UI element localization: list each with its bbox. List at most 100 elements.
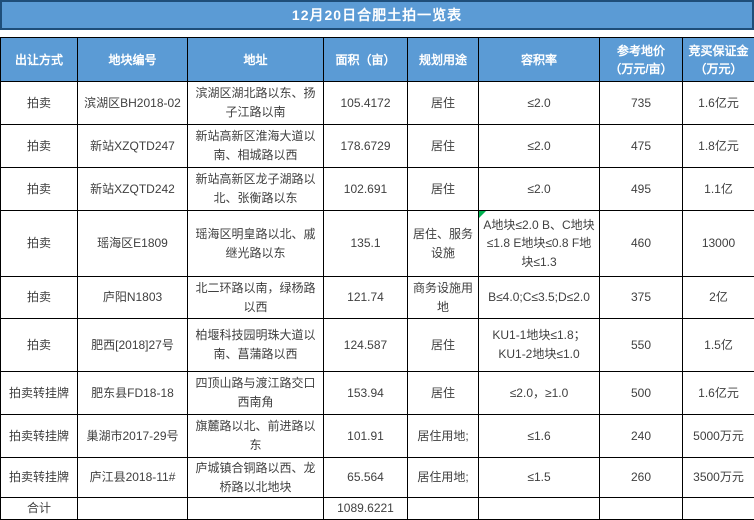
cell-address: 瑶海区明皇路以北、戚继光路以东 <box>187 210 324 277</box>
table-row: 拍卖 瑶海区E1809 瑶海区明皇路以北、戚继光路以东 135.1 居住、服务设… <box>0 210 754 277</box>
cell-empty <box>682 497 754 520</box>
cell-far: ≤2.0 <box>478 81 600 125</box>
cell-address: 柏堰科技园明珠大道以南、菖蒲路以西 <box>187 318 324 372</box>
cell-address: 北二环路以南，绿杨路以西 <box>187 276 324 319</box>
table-row: 拍卖 新站XZQTD247 新站高新区淮海大道以南、相城路以西 178.6729… <box>0 124 754 168</box>
table-row: 拍卖 新站XZQTD242 新站高新区龙子湖路以北、张衡路以东 102.691 … <box>0 167 754 211</box>
cell-far: A地块≤2.0 B、C地块≤1.8 E地块≤0.8 F地块≤1.3 <box>478 210 600 277</box>
cell-method: 拍卖 <box>0 210 78 277</box>
cell-use: 商务设施用地 <box>407 276 479 319</box>
cell-use: 居住 <box>407 167 479 211</box>
cell-far: ≤1.6 <box>478 414 600 458</box>
table-row: 拍卖 肥西[2018]27号 柏堰科技园明珠大道以南、菖蒲路以西 124.587… <box>0 318 754 372</box>
cell-method: 拍卖 <box>0 81 78 125</box>
cell-area: 121.74 <box>323 276 408 319</box>
cell-area: 105.4172 <box>323 81 408 125</box>
cell-address: 旗麓路以北、前进路以东 <box>187 414 324 458</box>
total-label: 合计 <box>0 497 78 520</box>
cell-method: 拍卖转挂牌 <box>0 414 78 458</box>
cell-address: 新站高新区淮海大道以南、相城路以西 <box>187 124 324 168</box>
cell-deposit: 5000万元 <box>682 414 754 458</box>
cell-code: 肥西[2018]27号 <box>77 318 188 372</box>
table-title: 12月20日合肥土拍一览表 <box>0 0 754 30</box>
cell-empty <box>599 497 683 520</box>
cell-deposit: 2亿 <box>682 276 754 319</box>
col-header-address: 地址 <box>187 37 324 82</box>
cell-code: 新站XZQTD242 <box>77 167 188 211</box>
cell-use: 居住 <box>407 81 479 125</box>
cell-code: 新站XZQTD247 <box>77 124 188 168</box>
cell-address: 庐城镇合铜路以西、龙桥路以北地块 <box>187 456 324 499</box>
cell-price: 550 <box>599 318 683 372</box>
table-row: 拍卖 滨湖区BH2018-02 滨湖区湖北路以东、扬子江路以南 105.4172… <box>0 81 754 125</box>
cell-empty <box>478 497 600 520</box>
title-gap <box>0 30 754 37</box>
col-header-code: 地块编号 <box>77 37 188 82</box>
col-header-use: 规划用途 <box>407 37 479 82</box>
cell-deposit: 1.6亿元 <box>682 371 754 415</box>
cell-area: 153.94 <box>323 371 408 415</box>
cell-code: 庐江县2018-11# <box>77 456 188 499</box>
total-row: 合计 1089.6221 <box>0 497 754 520</box>
cell-use: 居住用地; <box>407 414 479 458</box>
cell-far: ≤2.0 <box>478 124 600 168</box>
cell-method: 拍卖转挂牌 <box>0 456 78 499</box>
table-row: 拍卖转挂牌 肥东县FD18-18 四顶山路与渡江路交口西南角 153.94 居住… <box>0 371 754 415</box>
cell-price: 735 <box>599 81 683 125</box>
cell-use: 居住 <box>407 318 479 372</box>
cell-price: 260 <box>599 456 683 499</box>
error-flag-icon <box>479 211 486 218</box>
cell-code: 庐阳N1803 <box>77 276 188 319</box>
cell-deposit: 3500万元 <box>682 456 754 499</box>
col-header-deposit: 竞买保证金 （万元） <box>682 37 754 82</box>
cell-method: 拍卖 <box>0 276 78 319</box>
cell-price: 375 <box>599 276 683 319</box>
cell-use: 居住 <box>407 371 479 415</box>
auction-table: 出让方式 地块编号 地址 面积（亩） 规划用途 容积率 参考地价 （万元/亩） 竞… <box>0 37 754 520</box>
cell-method: 拍卖 <box>0 124 78 168</box>
cell-deposit: 13000 <box>682 210 754 277</box>
cell-empty <box>77 497 188 520</box>
cell-use: 居住用地; <box>407 456 479 499</box>
cell-far: ≤2.0，≥1.0 <box>478 371 600 415</box>
cell-empty <box>407 497 479 520</box>
cell-address: 四顶山路与渡江路交口西南角 <box>187 371 324 415</box>
col-header-price: 参考地价 （万元/亩） <box>599 37 683 82</box>
cell-method: 拍卖 <box>0 318 78 372</box>
cell-price: 460 <box>599 210 683 277</box>
cell-price: 500 <box>599 371 683 415</box>
col-header-method: 出让方式 <box>0 37 78 82</box>
cell-price: 240 <box>599 414 683 458</box>
col-header-area: 面积（亩） <box>323 37 408 82</box>
cell-far: ≤2.0 <box>478 167 600 211</box>
header-row: 出让方式 地块编号 地址 面积（亩） 规划用途 容积率 参考地价 （万元/亩） 竞… <box>0 37 754 82</box>
cell-far: B≤4.0;C≤3.5;D≤2.0 <box>478 276 600 319</box>
cell-area: 102.691 <box>323 167 408 211</box>
cell-deposit: 1.5亿 <box>682 318 754 372</box>
cell-price: 475 <box>599 124 683 168</box>
cell-deposit: 1.1亿 <box>682 167 754 211</box>
cell-area: 124.587 <box>323 318 408 372</box>
cell-deposit: 1.6亿元 <box>682 81 754 125</box>
cell-address: 新站高新区龙子湖路以北、张衡路以东 <box>187 167 324 211</box>
cell-code: 瑶海区E1809 <box>77 210 188 277</box>
cell-method: 拍卖转挂牌 <box>0 371 78 415</box>
cell-area: 65.564 <box>323 456 408 499</box>
cell-code: 肥东县FD18-18 <box>77 371 188 415</box>
col-header-far: 容积率 <box>478 37 600 82</box>
cell-code: 滨湖区BH2018-02 <box>77 81 188 125</box>
cell-area: 101.91 <box>323 414 408 458</box>
cell-use: 居住、服务设施 <box>407 210 479 277</box>
table-row: 拍卖转挂牌 庐江县2018-11# 庐城镇合铜路以西、龙桥路以北地块 65.56… <box>0 456 754 499</box>
table-row: 拍卖 庐阳N1803 北二环路以南，绿杨路以西 121.74 商务设施用地 B≤… <box>0 276 754 319</box>
cell-method: 拍卖 <box>0 167 78 211</box>
cell-address: 滨湖区湖北路以东、扬子江路以南 <box>187 81 324 125</box>
cell-deposit: 1.8亿元 <box>682 124 754 168</box>
cell-far: ≤1.5 <box>478 456 600 499</box>
total-area-value: 1089.6221 <box>323 497 408 520</box>
table-row: 拍卖转挂牌 巢湖市2017-29号 旗麓路以北、前进路以东 101.91 居住用… <box>0 414 754 458</box>
cell-area: 178.6729 <box>323 124 408 168</box>
cell-area: 135.1 <box>323 210 408 277</box>
cell-use: 居住 <box>407 124 479 168</box>
